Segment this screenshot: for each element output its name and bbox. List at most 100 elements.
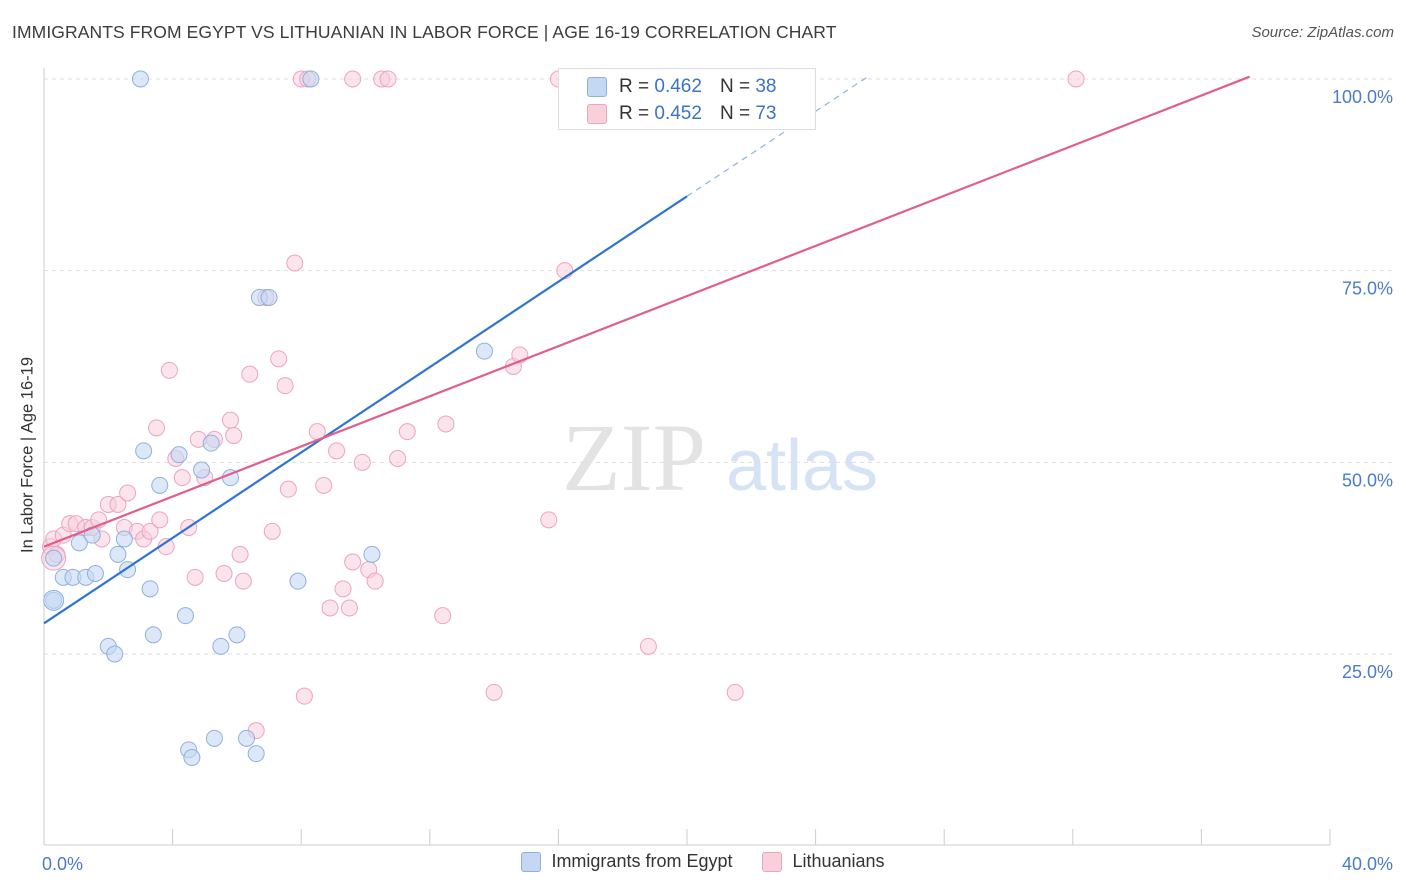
lithuanians-point [270,350,288,368]
lithuanians-point [295,687,313,705]
egypt-point [475,342,493,360]
lithuanians-point [344,553,362,571]
trend-lines [43,74,1251,625]
source-label: Source: ZipAtlas.com [1251,24,1394,41]
lithuanians-legend-label: Lithuanians [792,851,885,871]
egypt-point [131,70,149,88]
lithuanians-point [231,545,249,563]
egypt-point [135,442,153,460]
x-tick-label: 0.0% [42,854,83,874]
lithuanians-point [328,442,346,460]
lithuanians-n-label: N = [719,103,751,124]
watermark-atlas: atlas [726,426,878,506]
legend-item-lithuanians[interactable]: Lithuanians [762,851,885,872]
egypt-trend-line [43,195,688,625]
lithuanians-points [41,70,1085,740]
lithuanians-trend-line [43,75,1251,548]
lithuanians-point [434,607,452,625]
y-tick-label: 75.0% [1342,279,1393,299]
lithuanians-point [215,565,233,582]
egypt-point [176,607,194,625]
lithuanians-point [173,469,191,487]
lithuanians-point [353,453,371,471]
y-tick-label: 50.0% [1342,470,1393,490]
y-axis-title: In Labor Force | Age 16-19 [18,357,37,553]
lithuanians-point [540,511,558,529]
lithuanians-point [186,568,204,586]
lithuanians-point [276,377,294,395]
lithuanians-point [225,427,243,444]
watermark-zip: ZIP [562,404,706,511]
egypt-n-label: N = [719,76,751,97]
watermark: ZIP atlas [562,404,878,511]
axes [43,68,1331,846]
lithuanians-point [241,365,259,383]
egypt-point [238,729,256,747]
egypt-point [247,745,265,763]
lithuanians-point [263,522,281,540]
lithuanians-n-value: 73 [755,103,777,124]
stats-row-lithuanians: R = 0.452 N = 73 [587,103,776,125]
egypt-point [363,545,381,563]
egypt-point [141,580,159,598]
egypt-point [43,589,65,611]
egypt-point [109,545,127,563]
egypt-point [193,461,211,479]
lithuanians-point [141,522,159,540]
egypt-point [170,446,188,464]
bottom-legend: Immigrants from Egypt Lithuanians [0,851,1406,872]
egypt-swatch [587,77,607,97]
egypt-legend-swatch [521,851,542,872]
lithuanians-point [315,476,333,494]
egypt-point [115,530,133,548]
egypt-point [202,434,220,452]
tick-labels: 100.0% 75.0% 50.0% 25.0% 0.0% 40.0% [42,87,1393,874]
egypt-trend-extension [686,74,871,197]
lithuanians-point [1067,70,1085,88]
lithuanians-point [437,415,455,433]
lithuanians-point [234,572,252,590]
lithuanians-point [151,511,169,529]
egypt-point [106,645,124,663]
egypt-point [70,534,88,552]
lithuanians-swatch [587,104,607,124]
lithuanians-point [109,496,127,513]
egypt-points [43,70,722,766]
egypt-point [302,70,320,88]
lithuanians-point [340,599,358,617]
egypt-point [212,637,230,655]
lithuanians-point [321,599,339,617]
lithuanians-point [485,683,503,701]
lithuanians-legend-swatch [762,851,783,872]
lithuanians-point [726,683,744,701]
lithuanians-point [160,361,178,379]
lithuanians-point [398,423,416,441]
egypt-point [151,476,169,494]
egypt-point [228,626,246,644]
y-tick-label: 25.0% [1342,662,1393,682]
lithuanians-point [148,419,166,437]
egypt-legend-label: Immigrants from Egypt [551,851,733,871]
lithuanians-r-value: 0.452 [654,103,702,124]
egypt-r-label: R = [619,76,650,97]
egypt-point [144,626,162,644]
x-tick-label: 40.0% [1342,854,1393,874]
egypt-point [86,565,104,582]
chart-title: IMMIGRANTS FROM EGYPT VS LITHUANIAN IN L… [12,22,837,42]
lithuanians-point [389,450,407,467]
lithuanians-point [286,254,304,272]
egypt-point [289,572,307,590]
stats-legend: R = 0.462 N = 38 R = 0.452 N = 73 [558,68,816,130]
legend-item-egypt[interactable]: Immigrants from Egypt [521,851,732,872]
egypt-point [45,549,63,567]
egypt-point [183,749,201,766]
lithuanians-point [221,411,239,429]
lithuanians-point [366,572,384,590]
lithuanians-r-label: R = [619,103,650,124]
lithuanians-point [344,70,362,88]
egypt-r-value: 0.462 [654,76,702,97]
egypt-point [205,729,223,747]
lithuanians-point [334,580,352,598]
lithuanians-point [379,70,397,88]
